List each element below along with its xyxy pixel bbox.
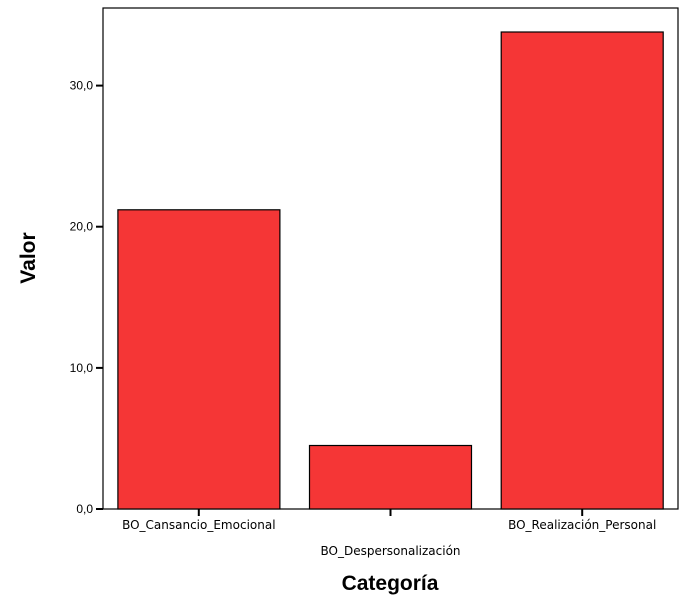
x-tick-label: BO_Cansancio_Emocional: [122, 518, 275, 532]
x-axis-title: Categoría: [342, 572, 439, 595]
bar: [117, 209, 281, 510]
y-tick-label: 30,0: [70, 79, 94, 93]
x-tick-label: BO_Despersonalización: [320, 544, 460, 558]
x-tick-label: BO_Realización_Personal: [508, 518, 656, 532]
y-tick-label: 10,0: [70, 361, 94, 375]
y-axis-title: Valor: [17, 232, 40, 283]
y-tick-label: 0,0: [76, 502, 93, 516]
bar: [500, 31, 664, 510]
y-tick-label: 20,0: [70, 220, 94, 234]
bar: [308, 444, 473, 510]
